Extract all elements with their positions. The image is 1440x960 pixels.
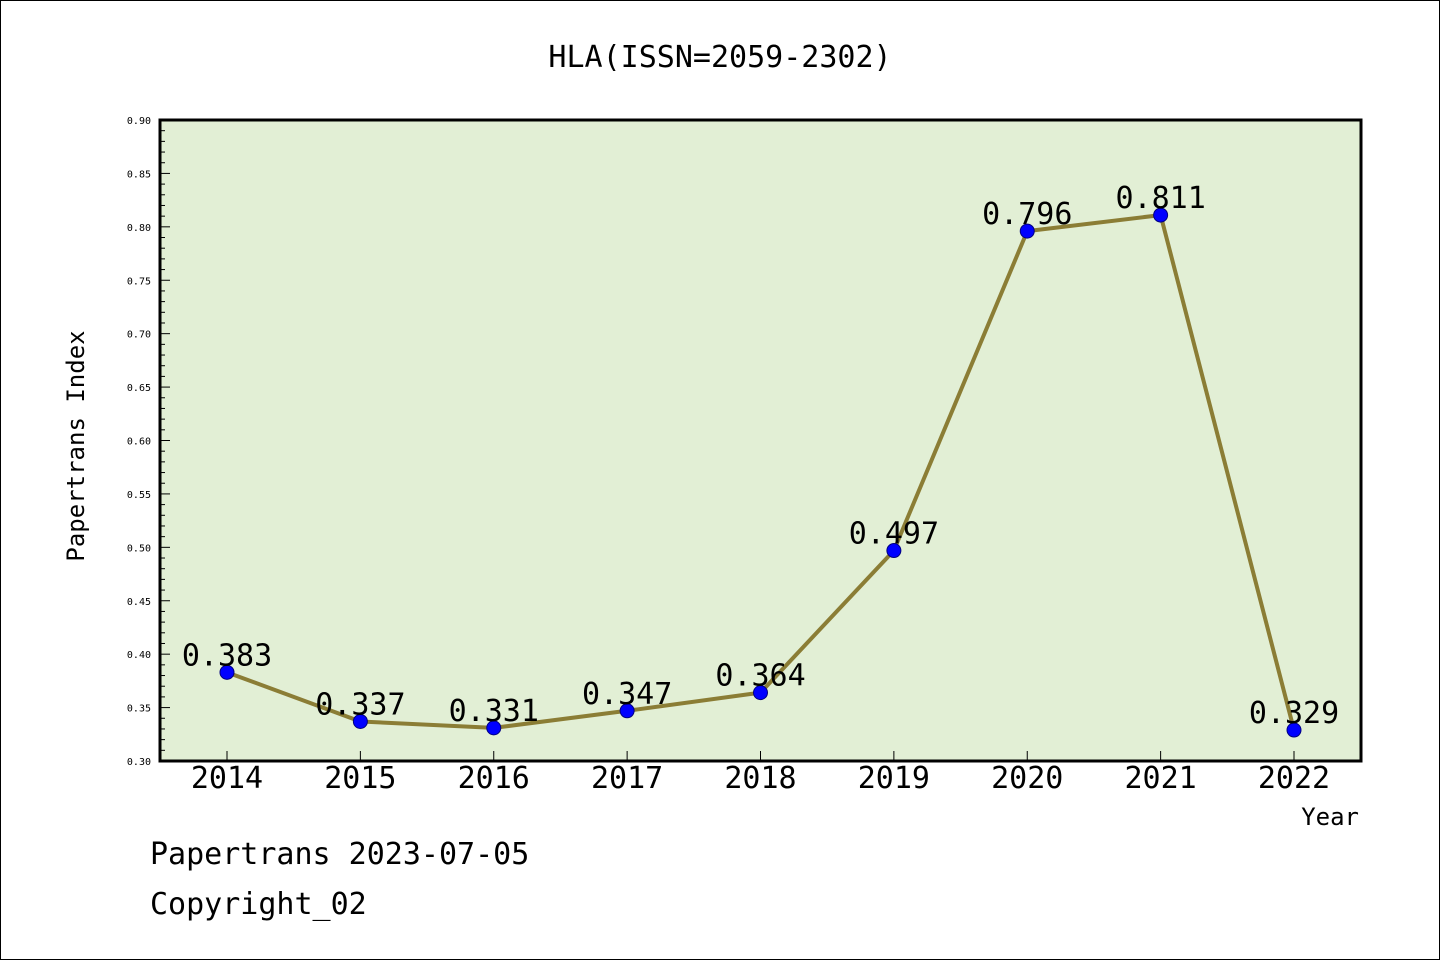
data-label: 0.329 xyxy=(1249,696,1339,731)
x-tick-label: 2017 xyxy=(591,761,663,796)
footer-date: Papertrans 2023-07-05 xyxy=(150,837,529,872)
data-point xyxy=(219,664,235,680)
y-axis: 0.30 0.35 0.40 0.45 0.50 0.55 0.60 0.65 0.70 0.75… xyxy=(127,116,170,768)
plot-area xyxy=(160,120,1361,761)
y-tick-label: 0.40 xyxy=(127,650,151,661)
y-tick-label: 0.45 xyxy=(127,597,151,608)
y-tick-label: 0.70 xyxy=(127,330,151,341)
x-tick-label: 2022 xyxy=(1258,761,1330,796)
data-label: 0.347 xyxy=(582,677,672,712)
footer-copyright: Copyright_02 xyxy=(150,887,367,922)
data-label: 0.337 xyxy=(315,687,405,722)
data-label: 0.364 xyxy=(715,659,805,694)
x-tick-label: 2021 xyxy=(1125,761,1197,796)
data-label: 0.811 xyxy=(1115,181,1205,216)
x-tick-label: 2019 xyxy=(858,761,930,796)
data-point xyxy=(1019,223,1035,239)
x-tick-label: 2020 xyxy=(991,761,1063,796)
data-label: 0.497 xyxy=(849,517,939,552)
x-tick-label: 2016 xyxy=(458,761,530,796)
data-point xyxy=(486,720,502,736)
data-label: 0.331 xyxy=(449,694,539,729)
y-tick-label: 0.35 xyxy=(127,704,151,715)
data-point xyxy=(753,685,768,701)
y-tick-label: 0.55 xyxy=(127,490,151,501)
y-tick-label: 0.85 xyxy=(127,169,151,180)
data-point xyxy=(886,543,902,559)
y-tick-label: 0.60 xyxy=(127,437,151,448)
y-tick-label: 0.80 xyxy=(127,223,151,234)
data-point xyxy=(619,703,635,719)
y-tick-label: 0.75 xyxy=(127,276,151,287)
x-tick-label: 2018 xyxy=(724,761,796,796)
chart-title: HLA(ISSN=2059-2302) xyxy=(548,40,891,75)
x-tick-label: 2014 xyxy=(191,761,263,796)
x-axis-label: Year xyxy=(1301,803,1359,831)
data-point xyxy=(1286,722,1302,738)
series-line-group xyxy=(219,207,1302,738)
x-tick-label: 2015 xyxy=(324,761,396,796)
data-label: 0.383 xyxy=(182,638,272,673)
plot-border xyxy=(158,118,1363,763)
data-labels: 0.383 0.337 0.331 0.347 0.364 0.497 0.796 0.811… xyxy=(182,181,1339,731)
data-point xyxy=(352,713,368,729)
y-tick-label: 0.50 xyxy=(127,543,151,554)
y-tick-label: 0.65 xyxy=(127,383,151,394)
y-axis-label: Papertrans Index xyxy=(62,330,90,561)
data-point xyxy=(1153,207,1169,223)
x-axis: 2014 2015 2016 2017 2018 2019 2020 2021 2022 xyxy=(191,751,1330,796)
y-tick-label: 0.90 xyxy=(127,116,151,127)
y-tick-label: 0.30 xyxy=(127,757,151,768)
data-label: 0.796 xyxy=(982,197,1072,232)
